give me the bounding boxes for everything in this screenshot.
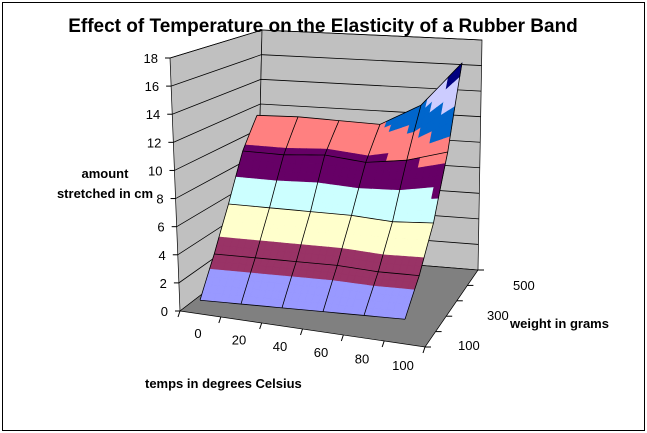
x-tick-label: 20 [232,332,246,347]
x-tick-label: 60 [314,345,328,360]
x-tick [218,316,222,324]
tick-labels: 0 2 4 6 8 10 12 14 16 18 0 20 40 60 80 100 100 300 500 [144,51,535,373]
chart-title: Effect of Temperature on the Elasticity … [68,16,578,37]
y-tick-label: 300 [487,308,509,323]
x-tick-label: 0 [194,326,201,341]
z-tick-label: 4 [159,248,166,263]
z-tick-label: 18 [144,51,158,66]
y-axis-label: weight in grams [509,316,609,331]
x-tick-label: 80 [355,352,369,367]
z-tick-label: 6 [157,220,164,235]
x-tick [259,322,263,330]
x-tick [177,310,181,318]
y-tick-label: 100 [458,338,480,353]
x-tick [300,328,303,336]
gridline [172,78,482,115]
x-tick [422,346,426,354]
z-axis-label-line2: stretched in cm [57,186,153,201]
surface-line-weight [199,299,406,320]
gridline [169,29,483,59]
z-tick-label: 14 [146,107,160,122]
surface-line-weight [214,253,420,276]
surface-line-weight [228,203,434,224]
z-tick-label: 10 [148,163,162,178]
z-tick-label: 12 [147,135,161,150]
z-axis-label-line1: amount [82,166,130,181]
surface-line-weight [242,150,448,163]
y-tick-label: 500 [513,278,535,293]
x-tick [340,334,344,342]
z-tick-label: 2 [160,276,167,291]
x-tick-label: 40 [273,339,287,354]
z-tick-label: 0 [161,304,168,319]
surface [199,62,463,320]
z-tick-label: 8 [156,192,163,207]
z-tick-label: 16 [145,79,159,94]
x-axis-label: temps in degrees Celsius [145,376,302,391]
gridline [170,54,482,87]
x-tick-label: 100 [392,358,414,373]
x-tick [381,340,385,348]
surface-line-weight [256,62,463,125]
